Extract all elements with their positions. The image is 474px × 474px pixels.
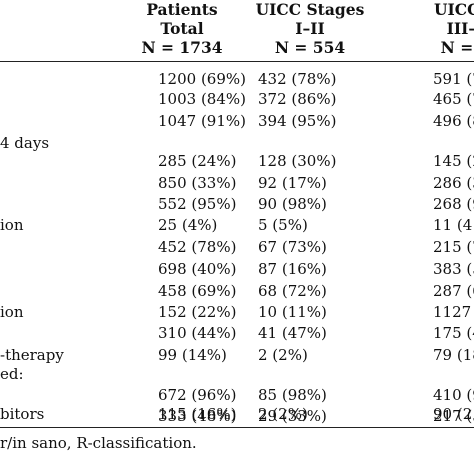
cell-stages-1-2: 68 (72%) — [258, 282, 327, 300]
cell-stages-3-4: 465 (7 — [433, 90, 474, 108]
row-label: bitors — [0, 405, 45, 423]
header-total-line3: N = 1734 — [141, 38, 223, 57]
cell-stages-3-4: 175 (4 — [433, 324, 474, 342]
cell-stages-3-4: 90 (21 — [433, 405, 474, 423]
cell-stages-1-2: 2 (2%) — [258, 405, 308, 423]
header-stages-3-4: UICC S III–I N = 7 — [400, 0, 474, 57]
row-label: 4 days — [0, 134, 50, 152]
cell-stages-3-4: 410 (9 — [433, 386, 474, 404]
cell-total: 850 (33%) — [158, 174, 237, 192]
cell-total: 285 (24%) — [158, 152, 237, 170]
header-stages-3-4-line3: N = 7 — [440, 38, 474, 57]
row-label: ion — [0, 216, 24, 234]
cell-total: 458 (69%) — [158, 282, 237, 300]
cell-stages-1-2: 85 (98%) — [258, 386, 327, 404]
cell-stages-1-2: 92 (17%) — [258, 174, 327, 192]
cell-stages-3-4: 1127 (2 — [433, 303, 474, 321]
cell-total: 672 (96%) — [158, 386, 237, 404]
header-stages-3-4-line1: UICC S — [433, 0, 474, 19]
cell-stages-3-4: 11 (4 — [433, 216, 473, 234]
cell-stages-3-4: 79 (18 — [433, 346, 474, 364]
cell-total: 333 (48%) — [158, 407, 237, 425]
cell-stages-3-4: 286 (3 — [433, 174, 474, 192]
header-stages-1-2-line3: N = 554 — [274, 38, 346, 57]
table-footnote: r/in sano, R-classification. — [0, 434, 197, 452]
cell-total: 1003 (84%) — [158, 90, 246, 108]
row-label: -therapy — [0, 346, 64, 364]
cell-stages-1-2: 372 (86%) — [258, 90, 337, 108]
cell-stages-3-4: 383 (5 — [433, 260, 474, 278]
cell-stages-1-2: 10 (11%) — [258, 303, 327, 321]
cell-total: 310 (44%) — [158, 324, 237, 342]
cell-stages-1-2: 394 (95%) — [258, 112, 337, 130]
cell-total: 25 (4%) — [158, 216, 218, 234]
cell-stages-1-2: 87 (16%) — [258, 260, 327, 278]
cell-total: 152 (22%) — [158, 303, 237, 321]
header-stages-1-2-line2: I–II — [295, 19, 325, 38]
cell-total: 552 (95%) — [158, 195, 237, 213]
cell-total: 115 (16%) — [158, 405, 237, 423]
header-total-line1: Patients — [146, 0, 218, 19]
row-label: ed: — [0, 365, 24, 383]
cell-total: 1047 (91%) — [158, 112, 246, 130]
cell-stages-1-2: 2 (2%) — [258, 346, 308, 364]
header-stages-1-2-line1: UICC Stages — [255, 0, 365, 19]
table-top-rule — [0, 61, 474, 63]
cell-stages-1-2: 128 (30%) — [258, 152, 337, 170]
cell-stages-1-2: 41 (47%) — [258, 324, 327, 342]
header-total: Patients Total N = 1734 — [120, 0, 244, 57]
cell-stages-3-4: 268 (9 — [433, 195, 474, 213]
row-label: ion — [0, 303, 24, 321]
cell-stages-3-4: 496 (8 — [433, 112, 474, 130]
cell-total: 452 (78%) — [158, 238, 237, 256]
cell-stages-3-4: 287 (6 — [433, 282, 474, 300]
cell-total: 99 (14%) — [158, 346, 227, 364]
cell-stages-1-2: 67 (73%) — [258, 238, 327, 256]
cell-stages-3-4: 145 (2 — [433, 152, 474, 170]
table-bottom-rule — [0, 427, 474, 429]
header-stages-3-4-line2: III–I — [446, 19, 474, 38]
header-total-line2: Total — [160, 19, 204, 38]
cell-stages-3-4: 591 (7 — [433, 70, 474, 88]
cell-stages-1-2: 432 (78%) — [258, 70, 337, 88]
cell-stages-1-2: 29 (33%) — [258, 407, 327, 425]
cell-stages-3-4: 215 (7 — [433, 238, 474, 256]
cell-total: 1200 (69%) — [158, 70, 246, 88]
header-stages-1-2: UICC Stages I–II N = 554 — [242, 0, 378, 57]
cell-stages-1-2: 90 (98%) — [258, 195, 327, 213]
cell-total: 698 (40%) — [158, 260, 237, 278]
cell-stages-3-4: 217 (5 — [433, 407, 474, 425]
cell-stages-1-2: 5 (5%) — [258, 216, 308, 234]
